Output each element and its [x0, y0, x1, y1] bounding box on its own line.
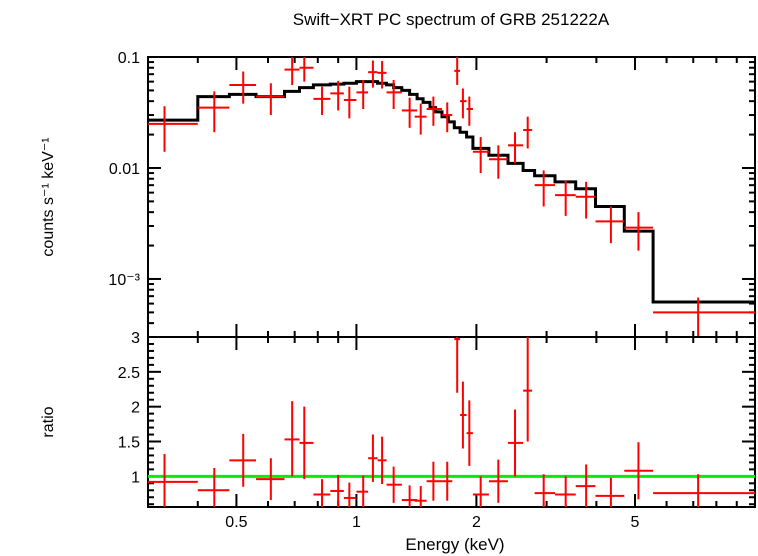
ratio-point [330, 474, 344, 507]
spectrum-panel: 0.1 0.01 10⁻³ [108, 50, 756, 338]
data-point [343, 86, 357, 119]
ratio-point [488, 459, 508, 503]
y-axis-label-spectrum: counts s⁻¹ keV⁻¹ [40, 137, 57, 256]
data-point [523, 116, 533, 149]
x-tick-label: 0.5 [225, 514, 247, 531]
data-point [414, 103, 427, 135]
ratio-point [555, 476, 576, 507]
ratio-point [575, 464, 596, 507]
ratio-point [284, 401, 300, 477]
data-point [386, 80, 402, 109]
ratio-point [624, 442, 654, 500]
ratio-point [343, 482, 357, 507]
y-tick-label: 0.01 [109, 161, 140, 178]
data-point [148, 106, 198, 152]
plot-frame [147, 56, 756, 338]
x-tick-label: 1 [352, 514, 361, 531]
data-point [197, 91, 230, 133]
y-axis-label-ratio: ratio [40, 406, 57, 437]
ratio-point [313, 479, 331, 507]
data-point [534, 170, 556, 207]
data-point [653, 297, 755, 337]
ratio-point [197, 467, 230, 507]
plot-frame [147, 336, 756, 508]
ratio-point [460, 381, 467, 449]
chart-title: Swift−XRT PC spectrum of GRB 251222A [293, 10, 610, 29]
y-tick-label: 2 [131, 400, 140, 417]
data-point [595, 206, 625, 244]
data-point [624, 212, 654, 251]
ratio-point [414, 486, 427, 507]
ratio-point [426, 461, 443, 501]
ratio-point [148, 454, 198, 507]
ratio-point [401, 485, 418, 507]
y-tick-label: 1.5 [118, 435, 140, 452]
ratio-point [523, 337, 533, 442]
data-point [454, 57, 461, 85]
data-point [256, 83, 285, 116]
ratio-point [377, 436, 387, 485]
data-point [229, 71, 257, 104]
ratio-point [472, 476, 489, 507]
data-point [284, 57, 300, 85]
y-tick-label: 10⁻³ [108, 272, 140, 289]
data-point [466, 96, 473, 126]
ratio-point [454, 337, 461, 393]
data-point [442, 102, 453, 133]
ratio-point [386, 466, 402, 503]
model-line [148, 80, 755, 304]
ratio-point [368, 434, 378, 482]
y-tick-label: 2.5 [118, 365, 140, 382]
data-point [488, 145, 508, 179]
data-point [299, 57, 314, 82]
ratio-point [507, 409, 524, 477]
data-point [426, 96, 443, 126]
ratio-point [595, 477, 625, 507]
ratio-point [256, 458, 285, 501]
y-tick-label: 1 [131, 469, 140, 486]
ratio-point [653, 474, 755, 507]
data-point [377, 61, 387, 89]
ratio-point [442, 461, 453, 501]
x-axis-label: Energy (keV) [405, 535, 504, 554]
ratio-point [534, 474, 556, 507]
ratio-point [229, 433, 257, 487]
ratio-point [466, 400, 473, 466]
data-point [368, 60, 378, 88]
data-point [330, 80, 344, 111]
x-tick-label: 5 [631, 514, 640, 531]
data-point [313, 86, 331, 116]
data-point [472, 137, 489, 174]
ratio-panel: 1 1.5 2 2.5 3 0.5 1 2 5 [118, 330, 756, 531]
ratio-point [299, 406, 314, 480]
data-point [401, 97, 418, 128]
data-point [575, 181, 596, 219]
data-point [356, 80, 369, 109]
y-tick-label: 3 [131, 330, 140, 347]
x-tick-label: 2 [472, 514, 481, 531]
data-point [507, 132, 524, 164]
y-tick-label: 0.1 [118, 50, 140, 67]
data-point [555, 180, 576, 216]
data-point [460, 88, 467, 119]
ratio-point [356, 475, 369, 507]
